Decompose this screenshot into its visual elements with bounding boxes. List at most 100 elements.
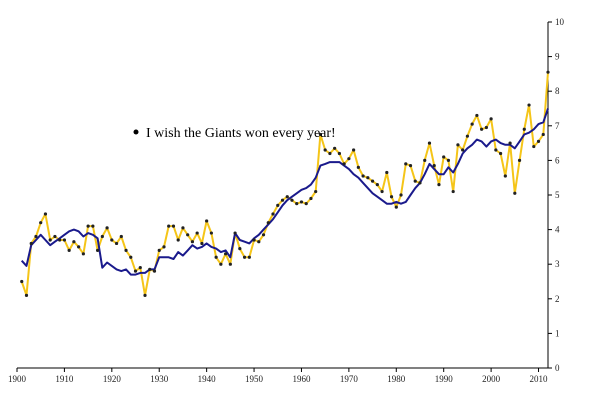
data-point: [498, 151, 503, 156]
data-point: [39, 221, 43, 225]
data-point: [200, 241, 204, 246]
x-tick-label: 1950: [245, 374, 264, 384]
data-point: [366, 176, 370, 180]
x-tick-label: 1900: [8, 374, 27, 384]
data-point: [314, 189, 318, 194]
data-point: [247, 255, 251, 259]
data-point: [427, 141, 432, 145]
data-point: [517, 158, 522, 162]
data-point: [442, 155, 446, 159]
data-point: [143, 293, 147, 297]
data-point: [461, 148, 465, 152]
data-point: [546, 70, 550, 74]
data-point: [77, 245, 81, 249]
data-point: [418, 181, 422, 185]
data-point: [309, 196, 313, 201]
data-point: [124, 248, 128, 252]
data-point: [465, 134, 470, 138]
annotation-text: I wish the Giants won every year!: [146, 126, 336, 141]
data-point: [110, 238, 114, 242]
x-tick-label: 1980: [387, 374, 406, 384]
series-line-1: [20, 108, 549, 276]
data-point: [413, 179, 417, 183]
data-point: [29, 241, 33, 246]
y-tick-label: 1: [555, 328, 560, 338]
data-point: [224, 252, 228, 256]
data-point: [404, 162, 408, 166]
data-point: [58, 238, 62, 242]
data-point: [257, 240, 261, 244]
data-point: [513, 191, 517, 195]
data-point: [480, 127, 484, 131]
data-point: [67, 248, 71, 252]
data-point: [62, 238, 67, 242]
x-tick-label: 1970: [340, 374, 359, 384]
data-point: [508, 141, 512, 145]
data-point: [43, 212, 48, 216]
data-point: [318, 132, 323, 137]
data-point: [171, 224, 176, 228]
data-point: [138, 266, 142, 270]
data-point: [242, 255, 247, 259]
data-point: [432, 163, 436, 168]
data-point: [228, 262, 232, 266]
data-point: [361, 174, 365, 178]
data-point: [186, 233, 190, 237]
data-point: [352, 148, 356, 152]
data-point: [527, 103, 531, 107]
data-point: [475, 113, 479, 118]
data-point: [337, 151, 341, 156]
data-point: [214, 255, 218, 259]
y-tick-label: 0: [555, 363, 560, 373]
data-point: [370, 179, 375, 183]
data-point: [484, 125, 488, 130]
data-point: [451, 189, 455, 194]
data-point: [167, 224, 171, 228]
data-point: [280, 198, 285, 202]
data-point: [456, 143, 460, 147]
data-point: [380, 189, 384, 194]
x-tick-label: 1940: [198, 374, 217, 384]
data-point: [271, 212, 275, 216]
data-point: [276, 203, 280, 207]
data-point: [437, 183, 441, 187]
x-tick-label: 2000: [482, 374, 501, 384]
data-point: [119, 234, 123, 239]
data-point: [536, 139, 541, 143]
y-tick-label: 2: [555, 294, 560, 304]
data-point: [399, 193, 403, 197]
data-point: [295, 202, 299, 206]
data-point: [333, 146, 337, 150]
x-tick-label: 1910: [55, 374, 74, 384]
data-point: [470, 122, 474, 126]
data-point: [285, 195, 289, 199]
data-point: [195, 231, 199, 235]
data-point: [114, 241, 119, 246]
data-point: [133, 269, 138, 273]
data-point: [95, 248, 100, 252]
data-point: [233, 231, 237, 235]
y-tick-label: 4: [555, 225, 560, 235]
x-tick-label: 2010: [530, 374, 549, 384]
data-point: [356, 165, 360, 169]
x-tick-label: 1990: [435, 374, 454, 384]
data-point: [304, 202, 308, 206]
data-point: [494, 148, 498, 152]
data-point: [394, 205, 398, 209]
data-point: [148, 267, 152, 271]
x-tick-label: 1930: [150, 374, 169, 384]
y-tick-label: 3: [555, 259, 560, 269]
data-point: [347, 157, 351, 161]
data-point: [209, 231, 213, 235]
y-tick-label: 8: [555, 86, 560, 96]
y-tick-label: 5: [555, 190, 560, 200]
annotation-bullet: [133, 129, 139, 135]
data-point: [238, 247, 242, 251]
series-line-0: [20, 72, 549, 297]
data-point: [105, 226, 109, 230]
y-tick-label: 7: [555, 121, 560, 131]
data-point: [342, 162, 346, 166]
data-point: [152, 269, 157, 273]
